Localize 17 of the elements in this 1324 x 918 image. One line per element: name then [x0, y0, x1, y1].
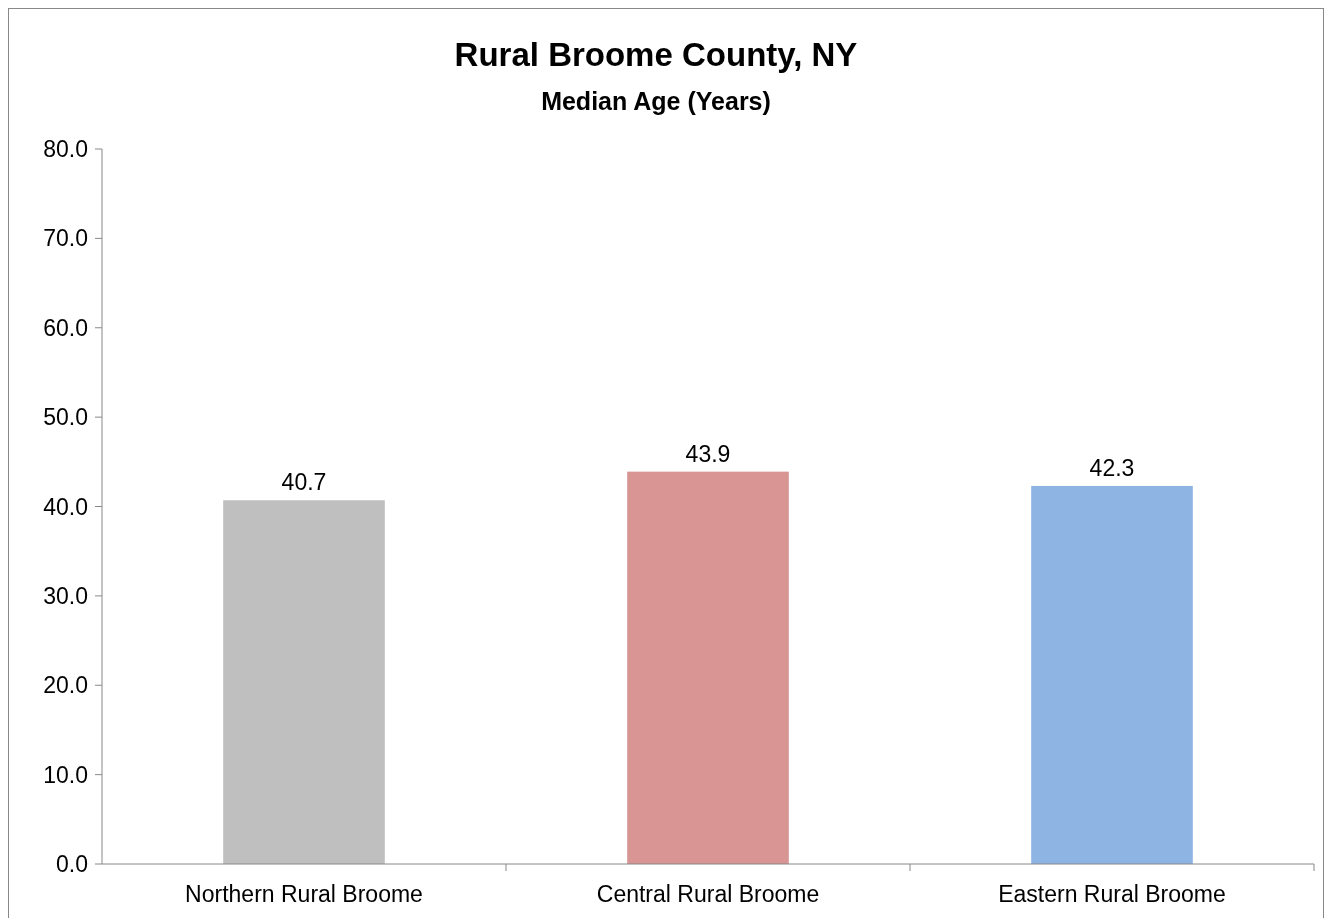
chart-subtitle: Median Age (Years) [541, 87, 771, 115]
y-tick-label: 20.0 [43, 672, 88, 699]
x-tick-label: Eastern Rural Broome [998, 881, 1226, 907]
y-tick-label: 60.0 [43, 314, 88, 341]
y-tick-label: 40.0 [43, 493, 88, 520]
x-tick-label: Central Rural Broome [596, 881, 820, 907]
y-tick-label: 0.0 [56, 851, 88, 878]
data-label: 40.7 [281, 469, 327, 496]
y-tick-label: 70.0 [43, 225, 88, 252]
chart-title: Rural Broome County, NY [454, 36, 858, 73]
y-tick-label: 80.0 [43, 136, 88, 163]
y-tick-label: 50.0 [43, 404, 88, 431]
x-tick-label: Northern Rural Broome [185, 881, 423, 907]
data-label: 42.3 [1089, 454, 1135, 481]
y-tick-label: 10.0 [43, 761, 88, 788]
y-tick-label: 30.0 [43, 582, 88, 609]
data-label: 43.9 [685, 440, 731, 467]
